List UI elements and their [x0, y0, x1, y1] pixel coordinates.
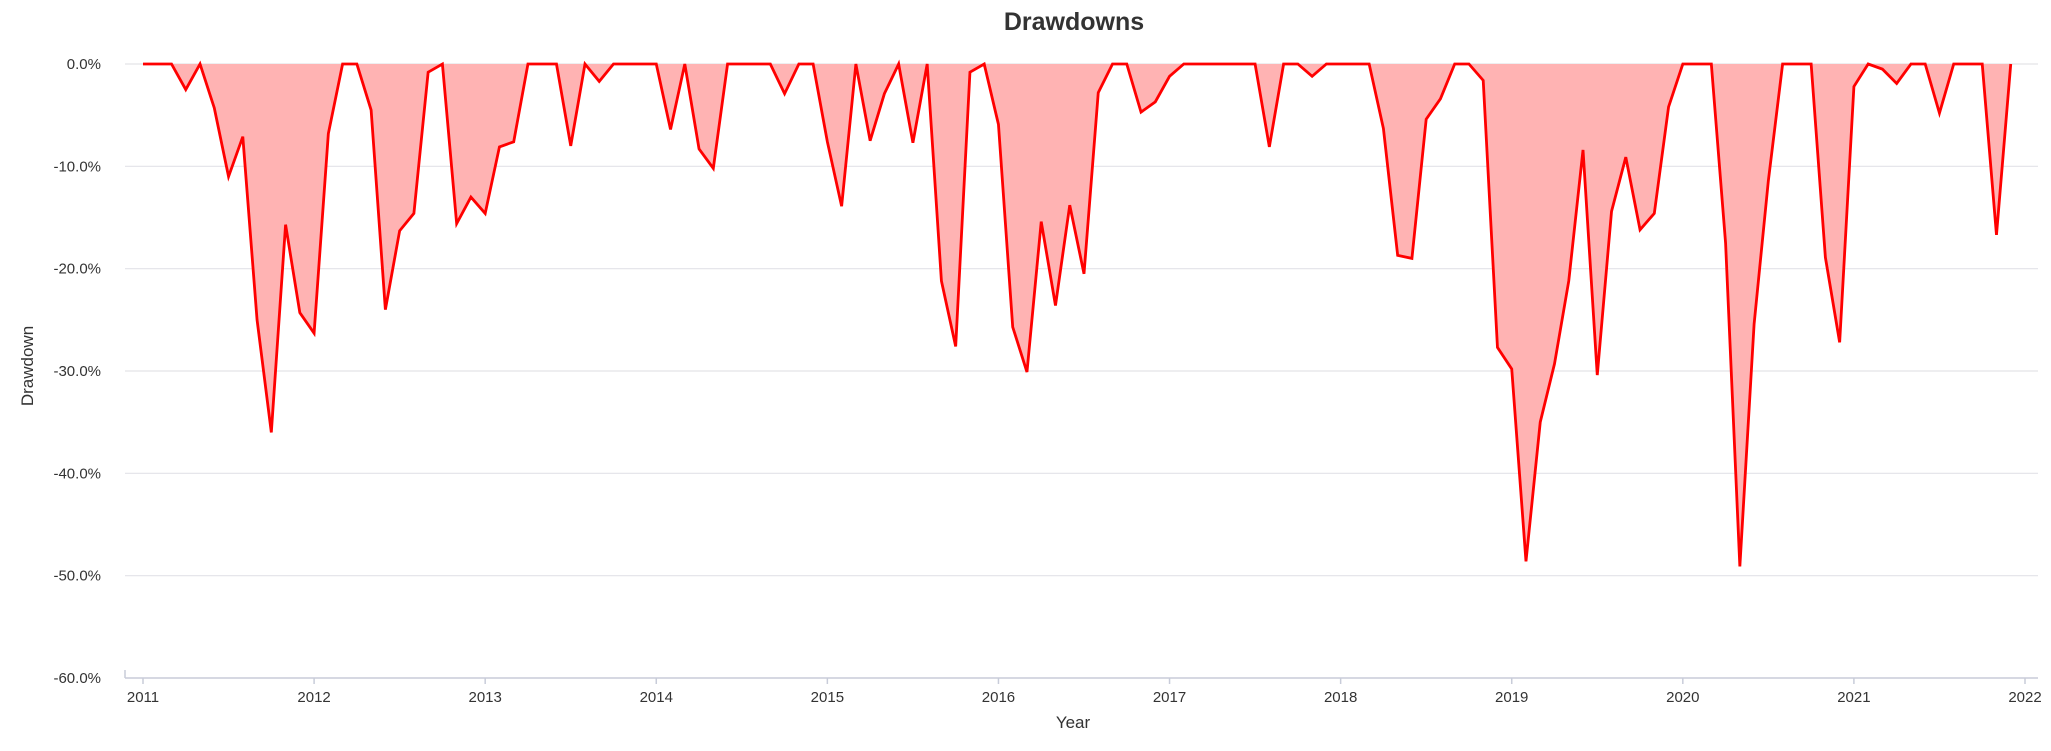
x-tick-label: 2016 — [982, 689, 1015, 706]
x-tick-label: 2017 — [1153, 689, 1186, 706]
drawdown-area-layer — [143, 64, 2011, 567]
x-tick-label: 2021 — [1837, 689, 1870, 706]
y-axis-label: Drawdown — [18, 326, 37, 406]
x-tick-label: 2018 — [1324, 689, 1357, 706]
x-tick-label: 2022 — [2008, 689, 2041, 706]
drawdown-line-layer — [143, 59, 2013, 567]
y-tick-label: -30.0% — [53, 363, 101, 380]
y-tick-label: 0.0% — [67, 56, 101, 73]
y-tick-label: -40.0% — [53, 465, 101, 482]
y-tick-label: -50.0% — [53, 568, 101, 585]
y-tick-label: -10.0% — [53, 158, 101, 175]
x-tick-label: 2011 — [127, 689, 159, 706]
x-tick-label: 2012 — [297, 689, 330, 706]
x-axis-label: Year — [1056, 713, 1091, 732]
x-tick-label: 2014 — [640, 689, 673, 706]
x-tick-label: 2015 — [811, 689, 844, 706]
drawdown-area — [143, 64, 2011, 567]
drawdown-line — [143, 59, 2013, 567]
x-tick-label: 2020 — [1666, 689, 1699, 706]
x-tick-label: 2019 — [1495, 689, 1528, 706]
x-tick-label: 2013 — [468, 689, 501, 706]
y-tick-label: -60.0% — [53, 670, 101, 687]
axes: 0.0% -10.0% -20.0% -30.0% -40.0% -50.0% -60.0%… — [53, 56, 2041, 706]
chart-title: Drawdowns — [1004, 8, 1144, 36]
y-tick-label: -20.0% — [53, 261, 101, 278]
